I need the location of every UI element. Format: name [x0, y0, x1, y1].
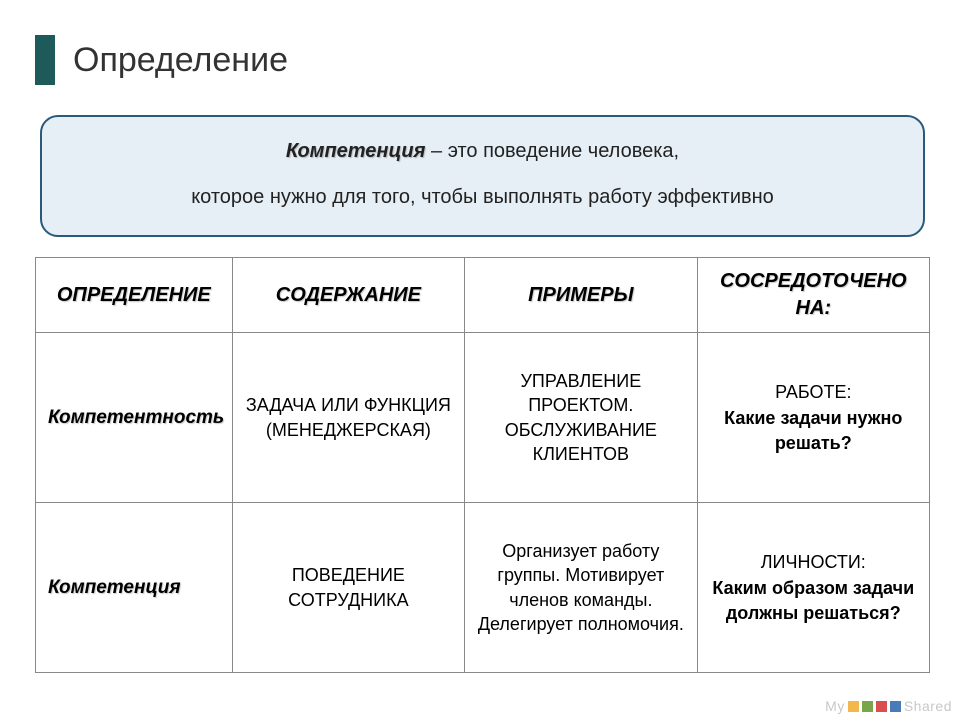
definition-line2: которое нужно для того, чтобы выполнять …	[72, 179, 893, 215]
cell-content: ПОВЕДЕНИЕ СОТРУДНИКА	[232, 503, 464, 673]
col-header-examples: ПРИМЕРЫ	[465, 258, 697, 333]
col-header-focus: СОСРЕДОТОЧЕНО НА:	[697, 258, 929, 333]
slide-title: Определение	[73, 41, 288, 80]
cell-focus: ЛИЧНОСТИ: Каким образом задачи должны ре…	[697, 503, 929, 673]
cell-content: ЗАДАЧА ИЛИ ФУНКЦИЯ (МЕНЕДЖЕРСКАЯ)	[232, 333, 464, 503]
watermark-square-icon	[876, 701, 887, 712]
cell-examples: Организует работу группы. Мотивирует чле…	[465, 503, 697, 673]
focus-lead: РАБОТЕ:	[706, 380, 921, 404]
cell-focus: РАБОТЕ: Какие задачи нужно решать?	[697, 333, 929, 503]
definition-term: Компетенция	[286, 140, 426, 162]
watermark-text-left: My	[825, 698, 845, 714]
comparison-table: ОПРЕДЕЛЕНИЕ СОДЕРЖАНИЕ ПРИМЕРЫ СОСРЕДОТО…	[35, 257, 930, 673]
cell-examples: УПРАВЛЕНИЕ ПРОЕКТОМ. ОБСЛУЖИВАНИЕ КЛИЕНТ…	[465, 333, 697, 503]
definition-dash: –	[425, 140, 447, 162]
title-accent-bar	[35, 35, 55, 85]
focus-question: Какие задачи нужно решать?	[724, 408, 902, 452]
row-label: Компетенция	[36, 503, 233, 673]
table-row: Компетенция ПОВЕДЕНИЕ СОТРУДНИКА Организ…	[36, 503, 930, 673]
definition-line1: Компетенция – это поведение человека,	[72, 133, 893, 169]
watermark-square-icon	[848, 701, 859, 712]
col-header-content: СОДЕРЖАНИЕ	[232, 258, 464, 333]
definition-line1-rest: это поведение человека,	[448, 140, 679, 162]
definition-box: Компетенция – это поведение человека, ко…	[40, 115, 925, 237]
spacer	[72, 169, 893, 179]
watermark-text-right: Shared	[904, 698, 952, 714]
col-header-definition: ОПРЕДЕЛЕНИЕ	[36, 258, 233, 333]
watermark: My Shared	[825, 698, 952, 714]
watermark-square-icon	[890, 701, 901, 712]
watermark-square-icon	[862, 701, 873, 712]
table-header-row: ОПРЕДЕЛЕНИЕ СОДЕРЖАНИЕ ПРИМЕРЫ СОСРЕДОТО…	[36, 258, 930, 333]
title-row: Определение	[35, 35, 930, 85]
focus-question: Каким образом задачи должны решаться?	[712, 578, 914, 622]
table-row: Компетентность ЗАДАЧА ИЛИ ФУНКЦИЯ (МЕНЕД…	[36, 333, 930, 503]
focus-lead: ЛИЧНОСТИ:	[706, 550, 921, 574]
slide: Определение Компетенция – это поведение …	[0, 0, 960, 720]
row-label: Компетентность	[36, 333, 233, 503]
